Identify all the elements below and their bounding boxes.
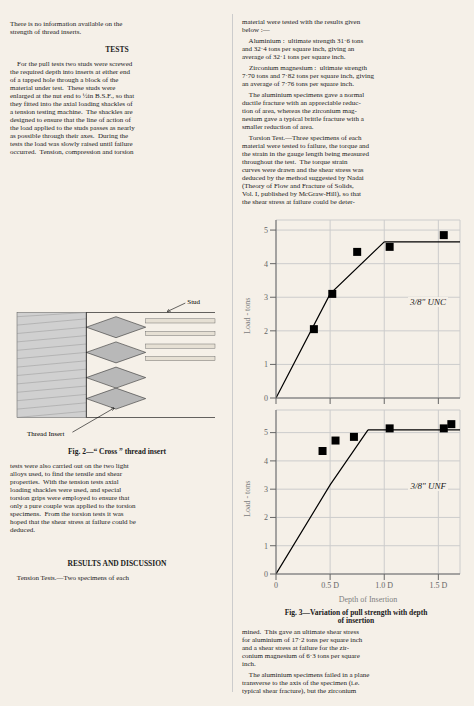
- html-text:RESULTS AND DISCUSSION: RESULTS AND DISCUSSION: [67, 559, 167, 568]
- svg-text:4: 4: [264, 457, 268, 466]
- html-text:Fig. 2—“ Cross ” thread insert: Fig. 2—“ Cross ” thread insert: [68, 447, 166, 456]
- html-text:Aluminium : ultimate strength: Aluminium : ultimate strength 31·6 tons …: [242, 37, 364, 61]
- svg-text:4: 4: [264, 260, 268, 269]
- svg-text:1.5 D: 1.5 D: [429, 581, 447, 590]
- svg-text:5: 5: [264, 428, 268, 437]
- svg-text:1: 1: [264, 360, 268, 369]
- html-text:Zirconium magnesium : ultimate: Zirconium magnesium : ultimate strength …: [242, 64, 374, 88]
- html-text:The aluminium specimens failed: The aluminium specimens failed in a plan…: [242, 671, 370, 695]
- svg-text:Depth of Insertion: Depth of Insertion: [339, 595, 398, 604]
- html-text:Tension Tests.—Two specimens o: Tension Tests.—Two specimens of each: [10, 574, 129, 582]
- svg-text:0: 0: [264, 394, 268, 403]
- html-text:For the pull tests two studs w: For the pull tests two studs were screwe…: [10, 60, 135, 156]
- svg-text:3: 3: [264, 485, 268, 494]
- html-text:Torsion Test.—Three specimens: Torsion Test.—Three specimens of each ma…: [242, 134, 370, 206]
- html-text:Fig. 3—Variation of pull stren: Fig. 3—Variation of pull strength with d…: [284, 608, 428, 625]
- svg-text:0: 0: [274, 581, 278, 590]
- svg-text:Load - tons: Load - tons: [243, 298, 252, 334]
- svg-text:2: 2: [264, 327, 268, 336]
- svg-text:2: 2: [264, 513, 268, 522]
- svg-text:5: 5: [264, 226, 268, 235]
- svg-text:3: 3: [264, 293, 268, 302]
- svg-text:Thread Insert: Thread Insert: [27, 430, 65, 438]
- html-text:tests were also carried out on: tests were also carried out on the two l…: [10, 462, 136, 534]
- html-text:material were tested with the: material were tested with the results gi…: [242, 18, 361, 34]
- html-text:The aluminium specimens gave a: The aluminium specimens gave a normal du…: [242, 91, 365, 131]
- svg-text:Stud: Stud: [187, 298, 200, 306]
- html-text:mined. This gave an ultimate s: mined. This gave an ultimate shear stres…: [242, 628, 363, 668]
- svg-text:0.5 D: 0.5 D: [321, 581, 339, 590]
- svg-text:1: 1: [264, 542, 268, 551]
- svg-text:1.0 D: 1.0 D: [375, 581, 393, 590]
- html-text:TESTS: TESTS: [105, 45, 129, 54]
- svg-text:0: 0: [264, 570, 268, 579]
- html-text:3/8" UNF: 3/8" UNF: [410, 480, 446, 491]
- html-text:There is no information availa: There is no information available on the…: [10, 20, 123, 36]
- svg-text:Load - tons: Load - tons: [243, 481, 252, 517]
- html-text:3/8" UNC: 3/8" UNC: [410, 296, 446, 307]
